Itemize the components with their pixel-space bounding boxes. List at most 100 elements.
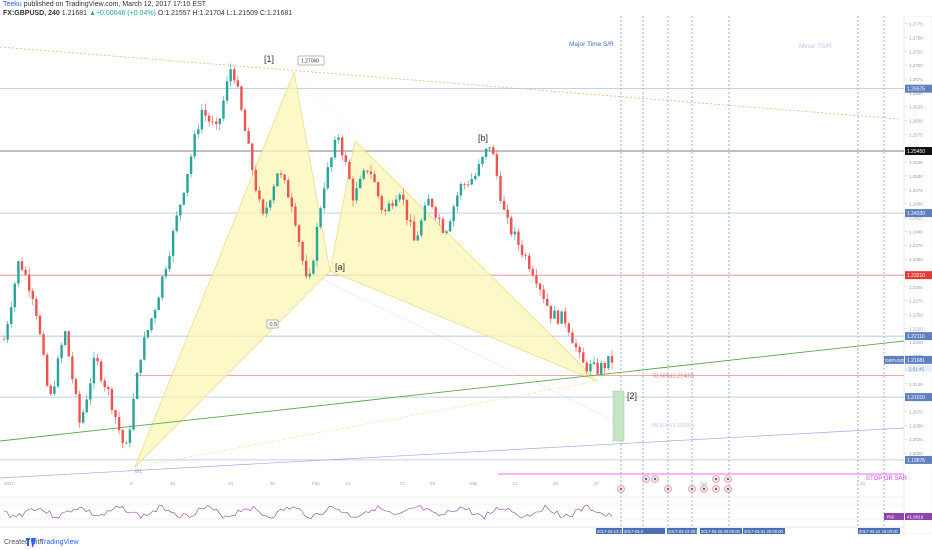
- candle-body: [225, 81, 229, 101]
- candle-body: [571, 332, 574, 344]
- candle-body: [251, 143, 254, 170]
- candle-body: [135, 372, 139, 399]
- point-label-a: [a]: [335, 262, 345, 272]
- ohlc-values: O:1.21557 H:1.21704 L:1.21509 C:1.21681: [157, 10, 293, 17]
- candle-body: [362, 170, 365, 179]
- time-marker-text: 2017-03-23 00:00:00: [668, 529, 708, 534]
- last-price: 1.21681: [61, 10, 88, 17]
- candle-body: [247, 130, 250, 144]
- x-tick-label: 20: [553, 481, 559, 486]
- candle-body: [430, 198, 434, 208]
- candle-body: [143, 337, 146, 360]
- fib-786-label: 78.60%(1.21402): [652, 373, 694, 379]
- footer: Created with TradingView: [0, 536, 932, 550]
- candle-body: [524, 254, 527, 256]
- y-tick-label: 1.2700: [909, 63, 923, 68]
- countdown-text: 2:51:45: [909, 366, 925, 371]
- candle-body: [380, 196, 383, 211]
- candle-body: [157, 297, 160, 311]
- candle-body: [243, 109, 247, 131]
- level-price-tag: [905, 271, 932, 280]
- candle-body: [24, 269, 27, 275]
- y-tick-label: 1.2400: [909, 229, 923, 234]
- time-marker-box: [858, 528, 900, 534]
- pattern-xd: [134, 380, 598, 468]
- candle-body: [301, 242, 304, 261]
- y-tick-label: 1.2525: [909, 160, 923, 165]
- candle-body: [53, 386, 56, 394]
- author-link[interactable]: Teeku: [3, 1, 22, 8]
- candle-body: [13, 283, 16, 308]
- symbol-line: FX:GBPUSD, 240 1.21681 ▲+0.00046 (+0.04%…: [3, 10, 292, 17]
- candle-body: [416, 235, 419, 241]
- symbol-tag-box: [884, 355, 904, 364]
- green-trendline: [0, 340, 905, 442]
- event-icon-dot: [653, 477, 657, 481]
- created-with-text: Created with: [4, 539, 44, 546]
- blue-trendline: [0, 427, 905, 479]
- price-chart[interactable]: 1.27751.27501.27251.27001.26751.26501.26…: [0, 16, 932, 534]
- y-tick-label: 1.2475: [909, 188, 923, 193]
- x-tick-label: 9: [130, 481, 133, 486]
- event-icon-dot: [702, 487, 706, 491]
- y-tick-label: 1.2375: [909, 243, 923, 248]
- time-marker-text: 2017-04-12 16:00:00: [859, 529, 899, 534]
- level-price-text: 1.19876: [907, 458, 925, 464]
- candle-body: [99, 361, 103, 381]
- candle-body: [322, 188, 326, 209]
- y-tick-label: 1.2625: [909, 105, 923, 110]
- y-tick-label: 1.2675: [909, 77, 923, 82]
- candle-body: [589, 364, 592, 372]
- candle-body: [560, 311, 563, 324]
- candle-body: [161, 276, 164, 298]
- candle-body: [340, 137, 344, 156]
- point-price-tag-box: [297, 55, 325, 66]
- event-icon-dot: [690, 487, 694, 491]
- x-tick-label: 28: [430, 481, 436, 486]
- time-marker-box: [667, 528, 697, 534]
- candle-body: [74, 379, 78, 394]
- event-flag-icon: [724, 485, 732, 493]
- faint-projection-line: [319, 277, 626, 427]
- time-marker-text: 2017-03-13 16:00:00: [597, 529, 637, 534]
- candle-body: [38, 315, 42, 335]
- candle-body: [78, 393, 81, 423]
- y-tick-label: 1.2775: [909, 22, 923, 27]
- symbol-name[interactable]: FX:GBPUSD, 240: [3, 10, 60, 17]
- y-tick-label: 1.2025: [909, 437, 923, 442]
- candle-body: [585, 362, 589, 372]
- candle-body: [520, 244, 524, 255]
- candle-body: [513, 231, 517, 235]
- rsi-line: [3, 504, 613, 520]
- event-icon-dot: [726, 487, 730, 491]
- candle-body: [373, 174, 376, 183]
- candle-body: [538, 283, 542, 290]
- candle-body: [265, 207, 268, 214]
- candle-body: [60, 345, 63, 359]
- candle-body: [121, 430, 124, 443]
- level-price-text: 1.26575: [907, 87, 925, 93]
- event-icon-dot: [644, 477, 648, 481]
- rsi-value-box: [905, 513, 932, 520]
- candle-body: [549, 305, 553, 319]
- time-marker-box: [743, 528, 785, 534]
- chart-header: Teeku published on TradingView.com, Marc…: [0, 0, 932, 18]
- candle-body: [369, 171, 373, 175]
- rsi-pane: RSI 41.8019: [0, 496, 932, 520]
- candle-body: [294, 206, 297, 226]
- fib-886-label: 88.60%(1.20580): [652, 423, 694, 429]
- candle-body: [125, 442, 128, 444]
- y-tick-label: 1.2450: [909, 202, 923, 207]
- candle-body: [553, 310, 556, 319]
- tradingview-link[interactable]: TradingView: [40, 539, 79, 546]
- ratio-box: [266, 319, 279, 329]
- candle-body: [279, 173, 283, 175]
- candle-body: [564, 311, 567, 324]
- level-price-text: 1.23210: [907, 273, 925, 279]
- candle-body: [366, 170, 369, 172]
- candle-body: [330, 157, 333, 168]
- candle-body: [387, 203, 391, 212]
- candle-body: [272, 186, 276, 201]
- candle-body: [67, 331, 70, 357]
- y-tick-label: 1.2200: [909, 340, 923, 345]
